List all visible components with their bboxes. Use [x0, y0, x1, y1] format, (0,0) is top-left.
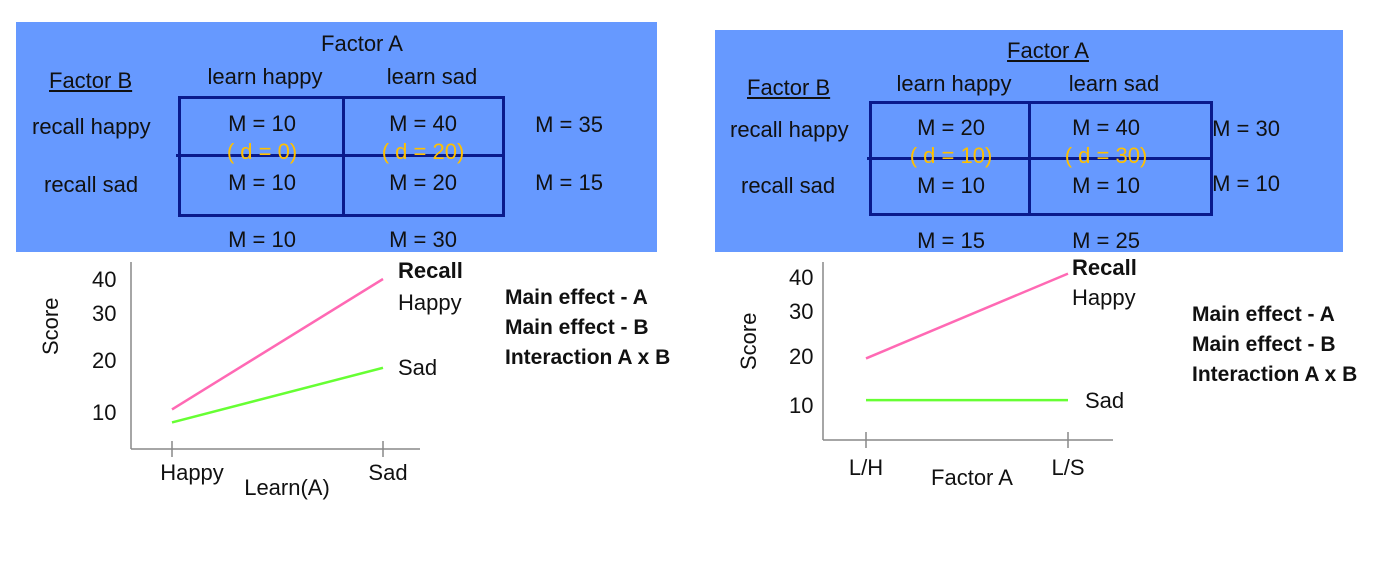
- y-tick-label: 40: [92, 267, 117, 292]
- y-tick-label: 10: [92, 400, 117, 425]
- y-tick-label: 20: [92, 348, 117, 373]
- series-label: Sad: [398, 355, 438, 380]
- x-tick-label: L/H: [848, 455, 884, 480]
- y-tick-label: 10: [789, 393, 814, 418]
- y-tick-label: 30: [92, 301, 117, 326]
- diff-label: ( d = 30): [1064, 143, 1148, 168]
- y-tick-label: 40: [789, 265, 814, 290]
- cell: M = 10: [228, 170, 296, 195]
- series-label: Recall: [1072, 255, 1137, 280]
- cell: M = 20: [917, 115, 985, 140]
- effect-label: Main effect - B: [505, 316, 649, 339]
- cell: M = 10: [228, 111, 296, 136]
- effect-label: Interaction A x B: [1192, 363, 1358, 386]
- row-header: recall sad: [741, 173, 836, 198]
- series-label: Sad: [1085, 388, 1125, 413]
- x-axis-label: Factor A: [931, 465, 1013, 490]
- row-mean: M = 30: [1212, 116, 1280, 141]
- factor-a-label: Factor A: [321, 31, 403, 56]
- effect-label: Main effect - B: [1192, 333, 1336, 356]
- row-mean: M = 35: [535, 112, 603, 137]
- table-panel-left: [16, 22, 657, 252]
- y-tick-label: 20: [789, 344, 814, 369]
- cell: M = 20: [389, 170, 457, 195]
- row-mean: M = 10: [1212, 171, 1280, 196]
- factor-b-label: Factor B: [49, 68, 133, 93]
- cell: M = 10: [1072, 173, 1140, 198]
- col-mean: M = 25: [1072, 228, 1140, 253]
- row-mean: M = 15: [535, 170, 603, 195]
- col-mean: M = 15: [917, 228, 985, 253]
- factor-b-label: Factor B: [747, 75, 831, 100]
- row-header: recall happy: [32, 114, 151, 139]
- col-mean: M = 10: [228, 227, 296, 252]
- series-line: [865, 272, 1069, 360]
- effect-label: Main effect - A: [1192, 303, 1335, 326]
- row-header: recall sad: [44, 172, 139, 197]
- cell: M = 10: [917, 173, 985, 198]
- col-mean: M = 30: [389, 227, 457, 252]
- diff-label: ( d = 20): [381, 139, 465, 164]
- diff-label: ( d = 10): [909, 143, 993, 168]
- diff-label: ( d = 0): [226, 139, 298, 164]
- x-tick-label: Sad: [368, 460, 408, 485]
- col-header: learn sad: [1068, 71, 1160, 96]
- col-header: learn happy: [207, 64, 323, 89]
- x-tick-label: L/S: [1051, 455, 1085, 480]
- col-header: learn sad: [386, 64, 478, 89]
- series-label: Recall: [398, 258, 463, 283]
- row-header: recall happy: [730, 117, 849, 142]
- cell: M = 40: [389, 111, 457, 136]
- x-tick-label: Happy: [160, 460, 224, 485]
- x-axis-label: Learn(A): [244, 475, 330, 500]
- effect-label: Main effect - A: [505, 286, 648, 309]
- factor-a-label: Factor A: [1007, 38, 1089, 63]
- col-header: learn happy: [896, 71, 1012, 96]
- y-tick-label: 30: [789, 299, 814, 324]
- series-line: [171, 277, 384, 411]
- effect-label: Interaction A x B: [505, 346, 671, 369]
- series-label: Happy: [398, 290, 462, 315]
- cell: M = 40: [1072, 115, 1140, 140]
- series-line: [171, 366, 384, 424]
- series-label: Happy: [1072, 285, 1136, 310]
